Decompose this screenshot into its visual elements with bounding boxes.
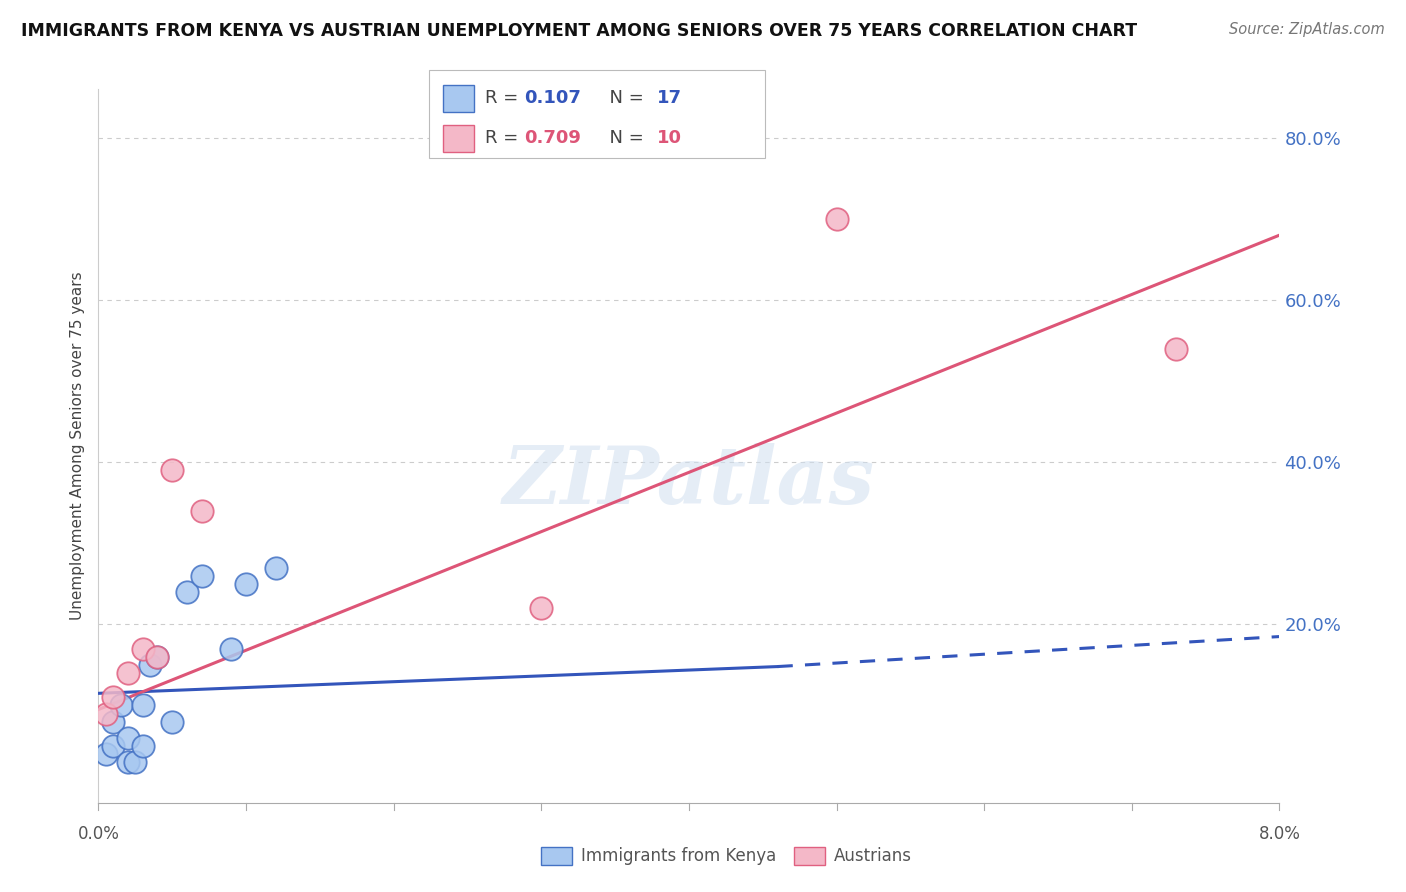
Text: 0.107: 0.107 bbox=[524, 89, 581, 107]
Point bbox=[94, 747, 117, 761]
Text: 0.0%: 0.0% bbox=[77, 825, 120, 843]
Text: 17: 17 bbox=[657, 89, 682, 107]
Point bbox=[132, 739, 155, 753]
Text: Austrians: Austrians bbox=[834, 847, 911, 865]
Point bbox=[825, 211, 848, 226]
Point bbox=[103, 714, 125, 729]
Text: R =: R = bbox=[485, 129, 524, 147]
Point bbox=[146, 649, 169, 664]
Text: Source: ZipAtlas.com: Source: ZipAtlas.com bbox=[1229, 22, 1385, 37]
Text: R =: R = bbox=[485, 89, 524, 107]
Point bbox=[264, 560, 287, 574]
Text: 8.0%: 8.0% bbox=[1258, 825, 1301, 843]
Point bbox=[103, 739, 125, 753]
Point bbox=[124, 756, 146, 770]
Text: Immigrants from Kenya: Immigrants from Kenya bbox=[581, 847, 776, 865]
Point bbox=[132, 698, 155, 713]
Point bbox=[530, 601, 553, 615]
Point bbox=[235, 577, 257, 591]
Point bbox=[139, 657, 162, 672]
Point bbox=[117, 666, 139, 681]
Point bbox=[1164, 342, 1187, 356]
Point bbox=[146, 649, 169, 664]
Point bbox=[191, 504, 214, 518]
Point bbox=[103, 690, 125, 705]
Point bbox=[117, 731, 139, 745]
Point bbox=[132, 641, 155, 656]
Text: ZIPatlas: ZIPatlas bbox=[503, 443, 875, 520]
Y-axis label: Unemployment Among Seniors over 75 years: Unemployment Among Seniors over 75 years bbox=[70, 272, 86, 620]
Text: 0.709: 0.709 bbox=[524, 129, 581, 147]
Point bbox=[219, 641, 242, 656]
Text: N =: N = bbox=[598, 129, 650, 147]
Text: IMMIGRANTS FROM KENYA VS AUSTRIAN UNEMPLOYMENT AMONG SENIORS OVER 75 YEARS CORRE: IMMIGRANTS FROM KENYA VS AUSTRIAN UNEMPL… bbox=[21, 22, 1137, 40]
Point bbox=[191, 568, 214, 582]
Point bbox=[162, 714, 183, 729]
Point bbox=[176, 585, 198, 599]
Point bbox=[94, 706, 117, 721]
Text: 10: 10 bbox=[657, 129, 682, 147]
Point bbox=[162, 463, 183, 477]
Text: N =: N = bbox=[598, 89, 650, 107]
Point bbox=[117, 756, 139, 770]
Point bbox=[110, 698, 132, 713]
